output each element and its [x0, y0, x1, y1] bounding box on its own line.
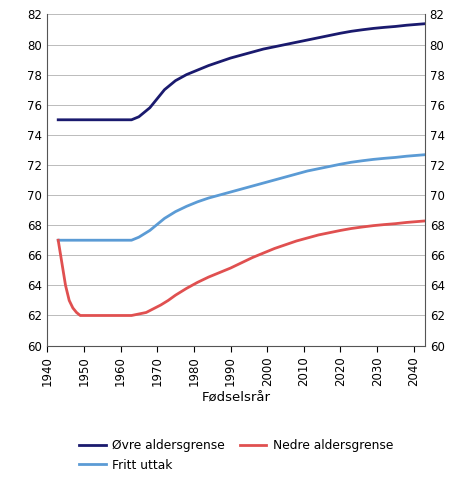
X-axis label: Fødselsrår: Fødselsrår — [202, 392, 270, 405]
Legend: Øvre aldersgrense, Fritt uttak, Nedre aldersgrense: Øvre aldersgrense, Fritt uttak, Nedre al… — [74, 434, 398, 476]
